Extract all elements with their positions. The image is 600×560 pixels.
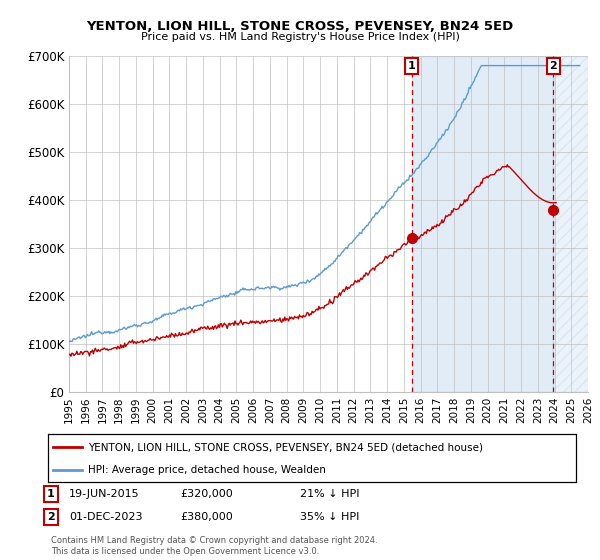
Text: 19-JUN-2015: 19-JUN-2015 bbox=[69, 489, 140, 499]
Text: 2: 2 bbox=[550, 61, 557, 71]
Text: 1: 1 bbox=[47, 489, 55, 499]
Text: YENTON, LION HILL, STONE CROSS, PEVENSEY, BN24 5ED (detached house): YENTON, LION HILL, STONE CROSS, PEVENSEY… bbox=[88, 442, 482, 452]
Bar bbox=[553, 56, 588, 392]
Text: YENTON, LION HILL, STONE CROSS, PEVENSEY, BN24 5ED: YENTON, LION HILL, STONE CROSS, PEVENSEY… bbox=[86, 20, 514, 32]
Bar bbox=[412, 56, 553, 392]
Text: 21% ↓ HPI: 21% ↓ HPI bbox=[300, 489, 359, 499]
Text: 01-DEC-2023: 01-DEC-2023 bbox=[69, 512, 143, 522]
Text: £380,000: £380,000 bbox=[180, 512, 233, 522]
Text: HPI: Average price, detached house, Wealden: HPI: Average price, detached house, Weal… bbox=[88, 465, 325, 475]
Text: Price paid vs. HM Land Registry's House Price Index (HPI): Price paid vs. HM Land Registry's House … bbox=[140, 32, 460, 43]
Text: 1: 1 bbox=[408, 61, 416, 71]
Text: Contains HM Land Registry data © Crown copyright and database right 2024.
This d: Contains HM Land Registry data © Crown c… bbox=[51, 536, 377, 556]
Text: £320,000: £320,000 bbox=[180, 489, 233, 499]
Text: 35% ↓ HPI: 35% ↓ HPI bbox=[300, 512, 359, 522]
Text: 2: 2 bbox=[47, 512, 55, 522]
